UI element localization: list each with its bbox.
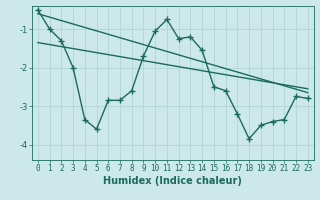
X-axis label: Humidex (Indice chaleur): Humidex (Indice chaleur) [103,176,242,186]
